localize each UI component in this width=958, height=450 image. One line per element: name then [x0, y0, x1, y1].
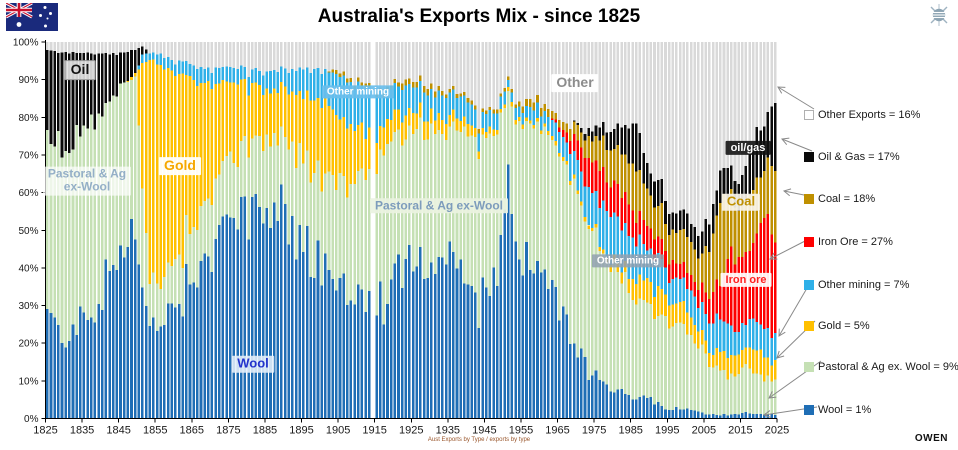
x-tick-label: 1855 [143, 425, 167, 437]
y-tick-label: 0% [24, 414, 39, 425]
x-tick-label: 2005 [692, 425, 716, 437]
x-tick-label: 1995 [655, 425, 679, 437]
chart-title: Australia's Exports Mix - since 1825 [317, 6, 641, 27]
y-tick-label: 90% [18, 75, 38, 86]
y-tick-label: 50% [18, 226, 38, 237]
y-tick-label: 100% [13, 38, 39, 49]
chart-footnote: Aust Exports by Type / exports by type [427, 437, 531, 443]
x-tick-label: 1985 [618, 425, 642, 437]
x-tick-label: 1885 [253, 425, 277, 437]
axes-layer: 0% 10% 20% 30% 40% 50% 60% 70% 80% 90% 100% 1825 183… [13, 38, 789, 437]
x-tick-label: 1935 [436, 425, 460, 437]
bars-layer [46, 42, 777, 419]
x-tick-label: 1895 [289, 425, 313, 437]
x-tick-label: 1915 [362, 425, 386, 437]
x-tick-label: 1875 [216, 425, 240, 437]
x-tick-label: 2025 [765, 425, 789, 437]
x-tick-label: 2015 [728, 425, 752, 437]
x-tick-label: 1955 [509, 425, 533, 437]
x-tick-label: 1965 [545, 425, 569, 437]
y-tick-label: 20% [18, 339, 38, 350]
x-tick-label: 1905 [326, 425, 350, 437]
australia-flag-icon [5, 1, 58, 36]
y-tick-label: 60% [18, 188, 38, 199]
x-tick-label: 1975 [582, 425, 606, 437]
compass-globe-logo-icon [928, 4, 950, 31]
y-tick-label: 70% [18, 150, 38, 161]
y-tick-label: 80% [18, 113, 38, 124]
x-tick-label: 1845 [106, 425, 130, 437]
x-tick-label: 1825 [33, 425, 57, 437]
x-tick-label: 1835 [70, 425, 94, 437]
x-tick-label: 1945 [472, 425, 496, 437]
y-tick-label: 30% [18, 301, 38, 312]
x-tick-label: 1865 [180, 425, 204, 437]
y-tick-label: 40% [18, 263, 38, 274]
author-watermark: OWEN [914, 433, 948, 444]
x-tick-label: 1925 [399, 425, 423, 437]
y-tick-label: 10% [18, 376, 38, 387]
